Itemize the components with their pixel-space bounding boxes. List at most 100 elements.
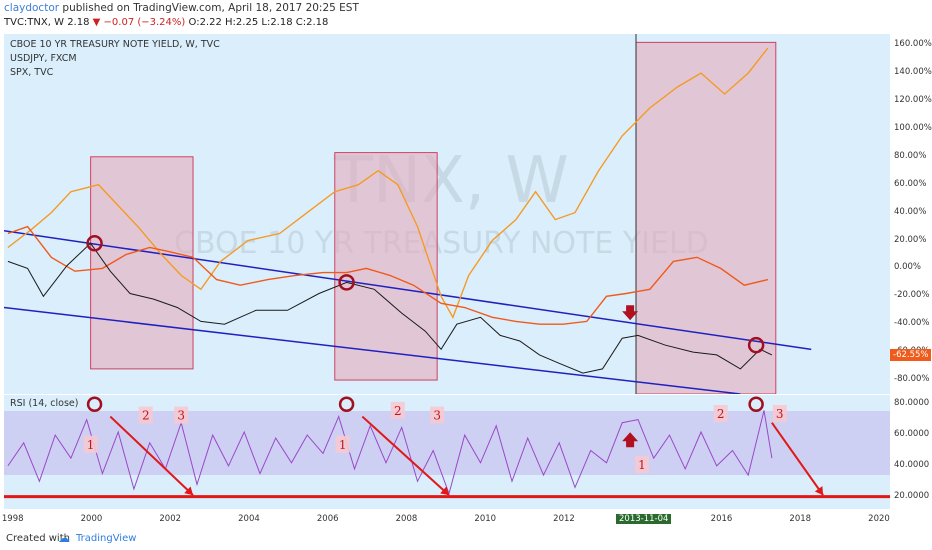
rsi-axis-tick: 80.0000 <box>894 398 930 409</box>
wave-label-4: 1 <box>335 435 350 453</box>
wave-label-text: 3 <box>177 409 185 423</box>
wave-label-bg <box>174 406 189 424</box>
down-arrow-marker <box>622 305 639 321</box>
series-tnx <box>7 242 773 374</box>
highlight-box-2 <box>334 152 438 381</box>
rsi-axis-tick: 20.0000 <box>894 490 930 501</box>
wave-label-bg <box>335 435 350 453</box>
series-spx <box>7 47 769 319</box>
touch-circle-1 <box>86 235 103 252</box>
publish-date: published on TradingView.com, April 18, … <box>59 2 359 14</box>
rsi-arrow-2 <box>361 415 450 496</box>
price-axis-tick: -20.00% <box>894 290 930 301</box>
wave-label-8: 2 <box>713 405 728 423</box>
wave-label-5: 2 <box>390 401 405 419</box>
author-link[interactable]: claydoctor <box>4 2 60 14</box>
wave-label-1: 1 <box>83 435 98 453</box>
wave-label-text: 2 <box>142 409 150 423</box>
rsi-arrow-1 <box>109 415 194 496</box>
tradingview-brand[interactable]: TradingView <box>76 533 137 544</box>
rsi-arrowhead-1 <box>184 486 194 496</box>
rsi-label[interactable]: RSI (14, close) <box>10 398 79 409</box>
time-axis-tick: 1998 <box>1 514 24 524</box>
time-axis-tick: 2020 <box>868 514 890 524</box>
crosshair-date-label: 2013-11-04 <box>616 514 672 524</box>
wave-label-9: 3 <box>772 405 787 423</box>
created-with-text: Created with <box>6 533 70 544</box>
time-axis-tick: 2018 <box>789 514 812 524</box>
rsi-axis-tick: 60.0000 <box>894 429 930 440</box>
chart-header: claydoctor published on TradingView.com,… <box>0 0 932 34</box>
rsi-axis-tick: 40.0000 <box>894 459 930 470</box>
wave-label-text: 2 <box>717 407 725 421</box>
price-axis-tick: 100.00% <box>894 122 932 133</box>
rsi-peak-circle-1 <box>86 396 103 412</box>
highlight-box-1 <box>90 156 194 370</box>
time-axis-tick: 2006 <box>316 514 339 524</box>
main-chart-pane[interactable]: TNX, W CBOE 10 YR TREASURY NOTE YIELD CB… <box>4 34 890 394</box>
legend-spx[interactable]: SPX, TVC <box>10 67 54 78</box>
up-arrow-marker <box>622 432 639 448</box>
touch-circle-2 <box>338 274 355 291</box>
time-axis-tick: 2008 <box>395 514 418 524</box>
price-axis-tick: 160.00% <box>894 39 932 50</box>
price-axis-tick: -40.00% <box>894 318 930 329</box>
series-rsi <box>7 410 773 496</box>
publish-info: claydoctor published on TradingView.com,… <box>4 2 359 14</box>
wave-label-text: 1 <box>638 458 646 472</box>
wave-label-2: 2 <box>138 406 153 424</box>
rsi-peak-circle-2 <box>338 396 355 412</box>
rsi-chart-svg: 1 2 3 1 2 3 1 2 3 <box>4 396 890 499</box>
wave-label-text: 1 <box>87 438 95 452</box>
price-axis-tick: 60.00% <box>894 178 927 189</box>
chart-legend: CBOE 10 YR TREASURY NOTE YIELD, W, TVC U… <box>10 38 220 80</box>
channel-lower-line <box>4 306 741 394</box>
down-arrow-icon: ▼ <box>92 17 101 28</box>
footer: Created with ☁ TradingView <box>0 528 932 550</box>
price-badge: -62.55% <box>890 348 932 361</box>
price-axis-tick: 120.00% <box>894 94 932 105</box>
time-axis[interactable]: 1998 2000 2002 2004 2006 2008 2010 2012 2013-11-… <box>1 509 890 529</box>
main-chart-svg <box>4 34 812 394</box>
wave-label-bg <box>390 401 405 419</box>
symbol-name: TVC:TNX, W <box>4 17 64 28</box>
wave-label-6: 3 <box>430 406 445 424</box>
wave-label-bg <box>634 455 649 473</box>
series-usdjpy <box>7 225 769 325</box>
wave-label-text: 3 <box>433 409 441 423</box>
time-axis-tick: 2010 <box>474 514 497 524</box>
open-value: O:2.22 <box>188 17 222 28</box>
touch-circle-3 <box>747 336 765 354</box>
wave-label-bg <box>713 405 728 423</box>
price-axis-tick: 140.00% <box>894 67 932 78</box>
time-axis-tick: 2000 <box>80 514 103 524</box>
time-axis-tick: 2016 <box>710 514 733 524</box>
watermark-description: CBOE 10 YR TREASURY NOTE YIELD <box>174 226 709 261</box>
wave-label-text: 1 <box>339 438 347 452</box>
low-value: L:2.18 <box>261 17 293 28</box>
tradingview-logo-icon: ☁ <box>58 531 70 545</box>
wave-label-bg <box>772 405 787 423</box>
wave-label-7: 1 <box>634 455 649 473</box>
wave-label-text: 2 <box>394 404 402 418</box>
price-axis[interactable]: 160.00% 140.00% 120.00% 100.00% 80.00% 60.00%… <box>890 34 932 394</box>
close-value: C:2.18 <box>295 17 329 28</box>
price-axis-tick: 40.00% <box>894 206 927 217</box>
symbol-ohlc: TVC:TNX, W 2.18 ▼ −0.07 (−3.24%) O:2.22 … <box>4 17 328 28</box>
rsi-pane[interactable]: 1 2 3 1 2 3 1 2 3 RSI (14, close) <box>4 395 890 509</box>
legend-tnx[interactable]: CBOE 10 YR TREASURY NOTE YIELD, W, TVC <box>10 39 220 50</box>
wave-label-bg <box>430 406 445 424</box>
price-change: −0.07 (−3.24%) <box>103 17 186 28</box>
time-axis-tick: 2012 <box>553 514 575 524</box>
wave-label-bg <box>138 406 153 424</box>
highlight-box-3 <box>635 41 777 394</box>
wave-label-text: 3 <box>776 407 784 421</box>
time-axis-tick: 2004 <box>238 514 260 524</box>
legend-usdjpy[interactable]: USDJPY, FXCM <box>10 53 77 64</box>
time-axis-tick: 2002 <box>159 514 182 524</box>
price-axis-tick: 80.00% <box>894 150 927 161</box>
rsi-axis[interactable]: 80.0000 60.0000 40.0000 20.0000 <box>890 395 932 509</box>
price-axis-tick: 0.00% <box>894 262 922 273</box>
rsi-arrowhead-2 <box>440 486 449 496</box>
price-axis-tick: 20.00% <box>894 234 927 245</box>
